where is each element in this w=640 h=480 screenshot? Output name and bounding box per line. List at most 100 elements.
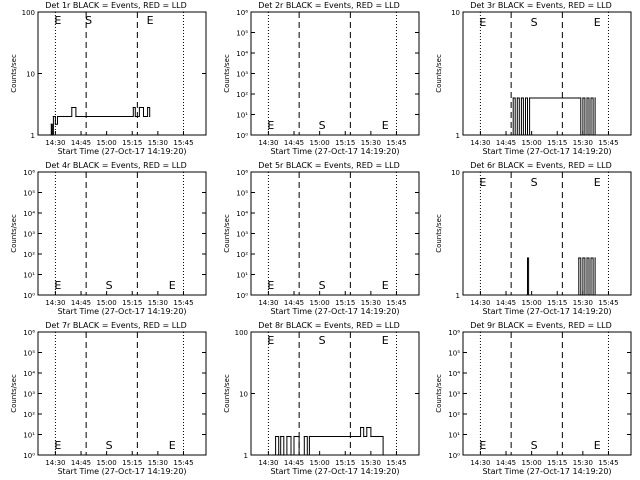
data-point: [303, 435, 305, 438]
y-tick-label: 10²: [23, 411, 35, 419]
event-marker-label: E: [382, 279, 389, 292]
x-tick-label: 14:45: [284, 299, 304, 307]
x-tick-label: 15:45: [598, 459, 618, 467]
data-point: [142, 115, 145, 118]
y-axis-label: Counts/sec: [223, 214, 231, 253]
x-tick-label: 15:15: [335, 459, 355, 467]
x-tick-label: 15:30: [573, 299, 593, 307]
event-marker-label: E: [479, 176, 486, 189]
x-tick-label: 14:30: [258, 299, 278, 307]
x-tick-label: 15:30: [361, 459, 381, 467]
y-tick-label: 1: [456, 132, 460, 140]
y-tick-label: 10⁰: [236, 292, 248, 300]
event-marker-label: E: [479, 16, 486, 29]
data-point: [578, 97, 580, 99]
x-tick-label: 14:30: [45, 139, 65, 147]
events-series-line: [273, 427, 384, 456]
event-marker-label: S: [319, 119, 326, 132]
events-series-line: [526, 257, 596, 296]
x-tick-label: 15:30: [148, 459, 168, 467]
plot-frame: [37, 171, 207, 296]
data-point: [510, 134, 512, 136]
data-point: [590, 257, 592, 259]
y-tick-label: 10⁶: [23, 329, 35, 337]
event-marker-label: E: [267, 119, 274, 132]
data-point: [584, 294, 586, 296]
data-point: [594, 97, 596, 99]
data-point: [63, 115, 65, 118]
event-marker-label: E: [594, 439, 601, 452]
y-axis-label: Counts/sec: [435, 54, 443, 93]
x-tick-label: 15:45: [386, 459, 406, 467]
event-marker-label: S: [531, 439, 538, 452]
event-marker-label: E: [169, 439, 176, 452]
data-point: [525, 294, 528, 296]
y-tick-label: 10⁴: [23, 210, 35, 218]
x-tick-label: 15:45: [386, 299, 406, 307]
event-marker-label: E: [479, 439, 486, 452]
data-point: [578, 257, 580, 259]
plot-frame: [462, 11, 632, 136]
data-point: [582, 257, 584, 259]
data-point: [290, 454, 292, 456]
x-tick-label: 14:30: [470, 459, 490, 467]
data-point: [54, 123, 57, 125]
x-tick-label: 15:15: [122, 299, 142, 307]
data-point: [149, 115, 151, 118]
chart-title: Det 7r BLACK = Events, RED = LLD: [45, 321, 187, 330]
data-point: [366, 426, 368, 429]
data-point: [67, 115, 69, 118]
data-point: [375, 435, 377, 438]
data-point: [512, 97, 514, 99]
data-point: [594, 257, 596, 259]
x-tick-label: 15:00: [310, 459, 330, 467]
x-tick-label: 15:00: [310, 139, 330, 147]
data-point: [132, 106, 134, 109]
event-marker-label: E: [267, 334, 274, 347]
data-point: [514, 134, 516, 136]
chart-title: Det 5r BLACK = Events, RED = LLD: [258, 161, 400, 170]
y-axis-label: Counts/sec: [435, 214, 443, 253]
y-tick-label: 10: [26, 71, 35, 79]
data-point: [52, 115, 54, 118]
data-point: [590, 97, 592, 99]
x-tick-label: 14:45: [71, 459, 91, 467]
x-tick-label: 14:30: [258, 139, 278, 147]
y-tick-label: 10⁶: [448, 329, 460, 337]
data-point: [308, 435, 310, 438]
event-marker-label: S: [106, 439, 113, 452]
x-tick-label: 15:45: [173, 459, 193, 467]
x-axis-label: Start Time (27-Oct-17 14:19:20): [482, 307, 611, 316]
data-point: [522, 134, 525, 136]
event-marker-label: E: [169, 279, 176, 292]
data-point: [582, 97, 584, 99]
y-axis-label: Counts/sec: [10, 214, 18, 253]
x-tick-label: 15:15: [547, 139, 567, 147]
x-tick-label: 14:30: [258, 459, 278, 467]
data-point: [147, 106, 149, 109]
x-tick-label: 14:30: [470, 139, 490, 147]
y-tick-label: 10: [451, 169, 460, 177]
y-tick-label: 1: [244, 452, 248, 460]
plot-frame: [250, 171, 420, 296]
event-marker-label: E: [267, 279, 274, 292]
data-point: [278, 454, 280, 456]
x-tick-label: 14:45: [284, 459, 304, 467]
event-marker-label: E: [147, 14, 154, 27]
data-point: [51, 134, 53, 136]
chart-title: Det 9r BLACK = Events, RED = LLD: [470, 321, 612, 330]
data-point: [280, 435, 282, 438]
data-point: [580, 294, 582, 296]
event-marker-label: S: [85, 14, 92, 27]
x-tick-label: 14:45: [71, 139, 91, 147]
plot-frame: [462, 331, 632, 456]
x-tick-label: 14:30: [45, 299, 65, 307]
y-tick-label: 10⁴: [23, 370, 35, 378]
x-tick-label: 15:15: [547, 459, 567, 467]
data-point: [283, 454, 285, 456]
y-tick-label: 10⁴: [236, 210, 248, 218]
data-point: [363, 435, 365, 438]
x-tick-label: 15:30: [148, 139, 168, 147]
x-tick-label: 15:45: [173, 139, 193, 147]
